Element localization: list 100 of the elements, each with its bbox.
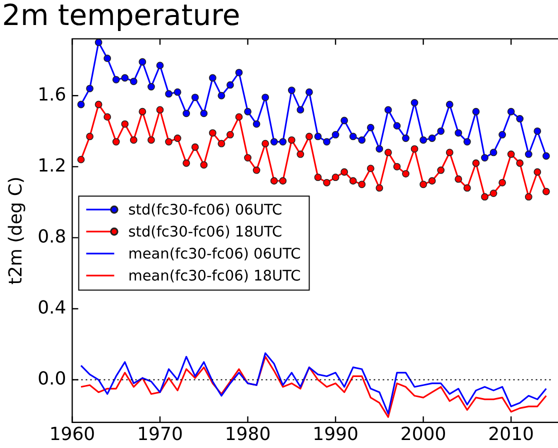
point [191, 94, 199, 102]
legend-label: std(fc30-fc06) 06UTC [128, 202, 282, 218]
point [279, 177, 287, 185]
point [165, 138, 172, 146]
point [104, 113, 112, 121]
point [481, 154, 488, 162]
point [428, 177, 436, 185]
point [130, 136, 138, 144]
point [252, 166, 260, 174]
point [393, 162, 401, 170]
point [340, 116, 348, 124]
point [314, 174, 322, 182]
point [306, 132, 313, 140]
point [218, 140, 226, 148]
point [384, 106, 392, 114]
point [156, 62, 164, 70]
point [332, 174, 340, 182]
point [323, 178, 330, 186]
point [208, 129, 216, 137]
x-tick-label: 2000 [400, 424, 446, 445]
point [516, 115, 524, 122]
point [104, 54, 112, 62]
point [454, 129, 462, 137]
point [288, 86, 296, 94]
point [130, 78, 138, 86]
point [376, 184, 384, 192]
x-tick-label: 1970 [137, 424, 183, 445]
point [490, 148, 498, 156]
y-tick-label: 0.0 [38, 368, 66, 390]
point [279, 138, 287, 146]
point [376, 145, 384, 153]
chart-title: 2m temperature [2, 0, 240, 32]
x-tick-label: 1960 [49, 424, 96, 445]
legend-label: mean(fc30-fc06) 18UTC [128, 268, 301, 284]
point [235, 113, 243, 121]
point [121, 120, 129, 128]
point [542, 188, 550, 196]
point [463, 138, 471, 146]
point [112, 76, 120, 84]
point [437, 127, 445, 135]
point [323, 138, 330, 146]
point [244, 108, 252, 116]
point [191, 143, 199, 151]
point [208, 74, 216, 82]
point [454, 175, 462, 183]
point [306, 88, 313, 96]
point [86, 132, 94, 140]
point [112, 138, 120, 146]
legend-label: mean(fc30-fc06) 06UTC [128, 246, 301, 262]
point [358, 136, 366, 144]
point [534, 127, 542, 135]
point [420, 136, 427, 144]
y-tick-label: 0.4 [38, 297, 66, 318]
point [420, 180, 427, 188]
x-tick-label: 2010 [488, 424, 534, 445]
point [138, 108, 146, 116]
point [402, 170, 410, 178]
point [262, 94, 270, 102]
y-tick-label: 1.2 [38, 155, 66, 176]
point [148, 83, 155, 90]
point [182, 159, 190, 167]
point [384, 148, 392, 156]
point [148, 136, 155, 144]
point [296, 150, 304, 158]
point [138, 58, 146, 66]
point [156, 106, 164, 114]
point [235, 68, 243, 76]
point [262, 140, 270, 148]
point [226, 81, 234, 89]
point [332, 131, 340, 138]
point [446, 100, 454, 108]
point [507, 150, 515, 158]
point [498, 131, 506, 138]
point [446, 148, 454, 156]
y-tick-label: 1.6 [38, 84, 66, 106]
point [463, 184, 471, 192]
point [86, 84, 94, 92]
point [349, 132, 357, 140]
y-tick-label: 0.8 [38, 226, 66, 248]
point [270, 138, 278, 146]
point [366, 164, 374, 172]
point [410, 99, 418, 106]
point [507, 108, 515, 116]
point [165, 90, 172, 98]
point [428, 134, 436, 142]
point [288, 136, 296, 144]
point [366, 124, 374, 132]
point [270, 177, 278, 185]
point [226, 131, 234, 138]
point [200, 110, 208, 118]
y-axis-title: t2m (deg C) [5, 176, 26, 285]
point [340, 168, 348, 176]
point [534, 168, 542, 176]
point [481, 193, 488, 201]
point [121, 74, 129, 82]
point [200, 161, 208, 169]
x-tick-label: 1980 [224, 424, 271, 445]
point [393, 122, 401, 130]
point [349, 177, 357, 185]
point [314, 132, 322, 140]
